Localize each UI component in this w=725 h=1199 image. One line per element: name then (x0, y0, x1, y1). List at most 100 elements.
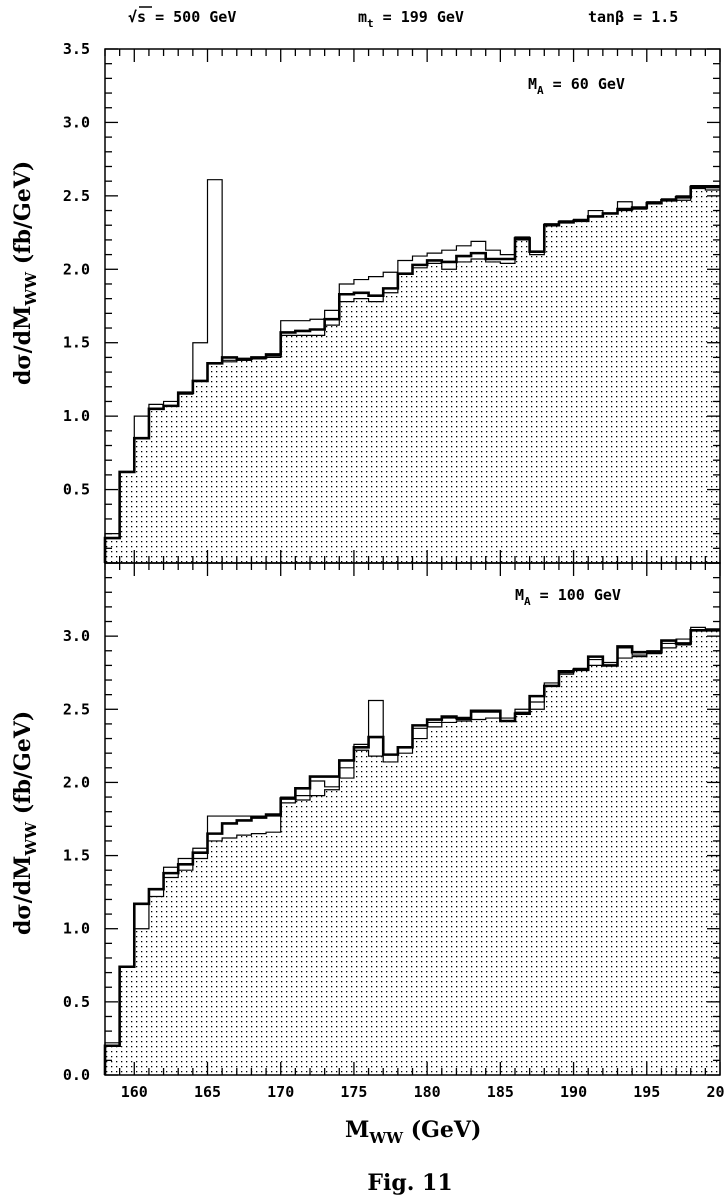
bot-background-bin (339, 778, 355, 1075)
bottom-ma-symbol: M (515, 586, 524, 604)
top-background-bin (383, 292, 399, 563)
top-background-bin (251, 358, 267, 563)
bot-background-bin (646, 653, 662, 1075)
top-background-bin (207, 363, 223, 563)
top-background-bin (192, 380, 208, 563)
top-ylabel-subscript: WW (22, 271, 40, 307)
bottom-ylabel-units: (fb/GeV) (10, 711, 36, 822)
top-background-bin (324, 325, 340, 563)
panel-top: MA = 60 GeV dσ/dMWW (fb/GeV) (10, 48, 721, 564)
bot-background-bin (412, 738, 428, 1075)
top-background-bin (515, 239, 531, 563)
top-ma-symbol: M (528, 75, 537, 93)
top-mass-value: = 199 GeV (374, 8, 464, 26)
sqrt-symbol: √ (128, 8, 137, 26)
top-background-bin (105, 538, 121, 563)
top-background-bin (222, 361, 238, 563)
bot-background-bin (441, 722, 457, 1075)
bot-background-bin (690, 630, 706, 1075)
bot-background-bin (266, 832, 282, 1075)
bot-background-bin (251, 833, 267, 1075)
top-y-tick-label: 3.5 (63, 40, 90, 58)
bot-background-bin (163, 877, 179, 1075)
bot-y-tick-label: 2.5 (63, 700, 90, 718)
x-axis-label: MWW (GeV) (345, 1117, 481, 1147)
bottom-ylabel-subscript: WW (22, 821, 40, 857)
bottom-y-axis-label: dσ/dMWW (fb/GeV) (10, 711, 40, 935)
top-background-bin (266, 357, 282, 563)
top-background-bin (544, 225, 560, 563)
bottom-ma-subscript: A (524, 595, 531, 608)
sqrt-s-text: s = 500 GeV (137, 8, 236, 26)
top-ylabel-main: dσ/dM (10, 306, 36, 385)
bot-background-bin (544, 682, 560, 1075)
bot-background-bin (222, 838, 238, 1075)
xlabel-units: (GeV) (403, 1117, 481, 1143)
top-background-bin (558, 222, 574, 563)
bot-background-bin (573, 669, 589, 1075)
top-y-tick-label: 1.0 (63, 407, 90, 425)
bot-background-bin (324, 789, 340, 1075)
sqrt-s-label: √s = 500 GeV (128, 8, 236, 26)
bot-background-bin (617, 658, 633, 1075)
bot-background-bin (456, 720, 472, 1075)
bot-background-bin (134, 928, 150, 1075)
top-background-bin (353, 298, 369, 563)
top-background-bin (236, 360, 252, 563)
top-y-axis-label: dσ/dMWW (fb/GeV) (10, 161, 40, 385)
top-background-histogram (104, 187, 721, 564)
top-mass-symbol: m (358, 8, 367, 26)
top-background-bin (412, 267, 428, 563)
top-mass-subscript: t (367, 17, 374, 30)
x-tick-label: 195 (633, 1083, 660, 1101)
bottom-total-thick-histogram (103, 628, 720, 1075)
bot-background-bin (280, 802, 296, 1075)
panel-bottom: MA = 100 GeV dσ/dMWW (fb/GeV) (10, 562, 721, 1076)
x-tick-label: 160 (121, 1083, 148, 1101)
bottom-axis-ticks (104, 562, 721, 1076)
top-background-bin (646, 203, 662, 563)
bot-background-bin (148, 896, 164, 1075)
bot-background-bin (192, 858, 208, 1075)
bot-background-bin (119, 966, 135, 1075)
bot-background-bin (236, 835, 252, 1075)
top-mass-label: mt = 199 GeV (358, 8, 464, 30)
top-background-bin (485, 261, 501, 563)
xlabel-main: M (345, 1117, 369, 1143)
top-ma-annotation: MA = 60 GeV (528, 75, 625, 97)
bottom-background-histogram (104, 629, 721, 1075)
header: √s = 500 GeV mt = 199 GeV tanβ = 1.5 (128, 6, 678, 30)
top-background-bin (676, 200, 692, 563)
top-background-bin (280, 335, 296, 563)
top-background-bin (295, 335, 311, 563)
bot-background-bin (310, 795, 326, 1075)
bot-background-bin (500, 720, 516, 1075)
bot-background-bin (353, 750, 369, 1075)
bot-background-bin (588, 665, 604, 1075)
x-tick-label: 175 (340, 1083, 367, 1101)
top-background-bin (661, 200, 677, 563)
top-background-bin (441, 269, 457, 563)
top-y-tick-label: 2.5 (63, 187, 90, 205)
bot-background-bin (295, 799, 311, 1075)
top-background-bin (119, 471, 135, 563)
xlabel-subscript: WW (368, 1129, 404, 1147)
top-ma-subscript: A (537, 84, 544, 97)
bot-background-bin (471, 719, 487, 1075)
bot-background-bin (397, 753, 413, 1075)
top-ma-value: = 60 GeV (544, 75, 625, 93)
top-background-bin (573, 220, 589, 563)
bot-background-bin (383, 761, 399, 1075)
bot-total-thick-line (103, 628, 720, 1075)
top-total-thick-line (103, 185, 720, 563)
bot-background-shaded-line (104, 629, 720, 1075)
bot-background-bin (105, 1045, 121, 1075)
bot-background-bin (602, 662, 618, 1075)
bot-background-bin (705, 630, 721, 1075)
bot-background-bin (529, 709, 545, 1075)
top-y-tick-label: 0.5 (63, 481, 90, 499)
top-y-tick-label: 3.0 (63, 113, 90, 131)
top-background-bin (602, 213, 618, 564)
bot-background-bin (485, 718, 501, 1075)
